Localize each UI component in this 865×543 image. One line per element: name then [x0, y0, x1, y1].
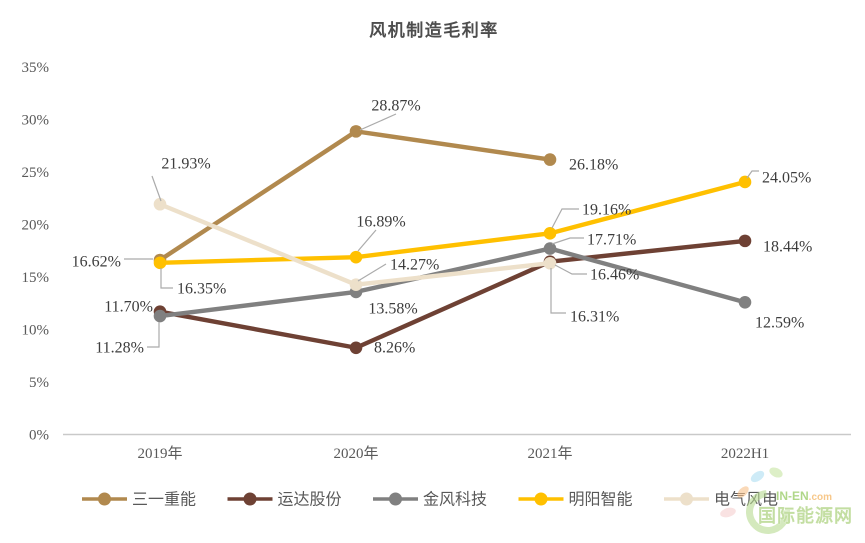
data-point-电气风电: [153, 197, 167, 211]
data-label: 26.18%: [569, 157, 618, 174]
chart-title: 风机制造毛利率: [369, 20, 499, 40]
data-label: 16.31%: [570, 309, 619, 326]
y-tick-label: 35%: [22, 60, 50, 76]
x-tick-label: 2020年: [333, 445, 378, 462]
plot-area: 风机制造毛利率 0% 5% 10% 15% 20% 25% 30% 35% 21.93% 16.…: [22, 20, 851, 509]
legend-label: 电气风电: [714, 491, 778, 509]
data-label: 16.46%: [590, 267, 639, 284]
legend-label: 明阳智能: [569, 491, 633, 509]
label-leader-lines: [124, 113, 759, 348]
data-point-三一重能: [543, 153, 557, 166]
x-tick-label: 2021年: [527, 445, 572, 462]
legend-marker-dot: [680, 492, 693, 506]
data-point-三一重能: [349, 125, 363, 138]
y-tick-label: 20%: [22, 218, 50, 234]
series-line-运达股份: [157, 238, 748, 350]
data-point-labels: 21.93% 16.62% 16.35% 11.70% 11.28% 28.87% 16.8…: [72, 98, 813, 357]
label-leader: [550, 268, 566, 314]
data-point-金风科技: [543, 242, 557, 255]
data-label: 16.35%: [177, 281, 226, 298]
data-label: 11.28%: [95, 340, 144, 357]
data-label: 18.44%: [763, 239, 812, 256]
legend-marker-dot: [243, 492, 257, 506]
data-point-电气风电: [349, 278, 363, 291]
data-point-明阳智能: [543, 227, 557, 240]
data-label: 19.16%: [582, 202, 631, 219]
x-tick-label: 2019年: [137, 445, 182, 462]
series-line-电气风电: [157, 202, 553, 287]
data-label: 28.87%: [371, 98, 420, 115]
data-label: 14.27%: [390, 257, 439, 274]
legend-marker-dot: [98, 492, 111, 506]
data-label: 8.26%: [374, 340, 415, 357]
legend-item-明阳智能: 明阳智能: [518, 491, 633, 509]
chart-legend: 三一重能 运达股份 金风科技 明阳智能 电气风电: [82, 491, 778, 509]
data-point-明阳智能: [153, 256, 167, 270]
series-line-金风科技: [157, 246, 748, 319]
y-tick-label: 5%: [29, 375, 49, 391]
y-tick-label: 10%: [22, 323, 50, 339]
legend-item-运达股份: 运达股份: [227, 491, 342, 509]
data-point-电气风电: [543, 256, 557, 270]
chart-container: 风机制造毛利率 0% 5% 10% 15% 20% 25% 30% 35% 21.93% 16.…: [22, 20, 852, 543]
label-leader: [357, 229, 377, 252]
y-tick-labels: 0% 5% 10% 15% 20% 25% 30% 35%: [22, 60, 50, 444]
legend-item-电气风电: 电气风电: [664, 491, 778, 509]
y-tick-label: 30%: [22, 113, 50, 129]
y-tick-label: 0%: [29, 428, 49, 444]
data-point-金风科技: [738, 296, 752, 309]
data-label: 12.59%: [755, 315, 804, 332]
y-tick-label: 15%: [22, 270, 50, 286]
x-tick-labels: 2019年 2020年 2021年 2022H1: [137, 445, 769, 462]
legend-item-金风科技: 金风科技: [373, 491, 487, 509]
data-label: 11.70%: [104, 299, 153, 316]
data-label: 16.89%: [356, 214, 405, 231]
label-leader: [160, 268, 173, 289]
legend-label: 金风科技: [423, 491, 487, 509]
label-leader: [359, 113, 397, 131]
data-label: 24.05%: [762, 170, 811, 187]
data-point-运达股份: [738, 234, 752, 248]
data-label: 21.93%: [161, 156, 210, 173]
label-leader: [551, 237, 584, 245]
data-point-金风科技: [153, 309, 167, 323]
data-label: 16.62%: [72, 254, 121, 271]
data-point-明阳智能: [349, 250, 363, 264]
data-point-运达股份: [349, 341, 363, 355]
legend-label: 三一重能: [132, 491, 196, 509]
legend-marker-dot: [534, 492, 548, 506]
data-label: 17.71%: [587, 232, 636, 249]
series-line-明阳智能: [157, 179, 748, 266]
label-leader: [357, 263, 387, 282]
x-tick-label: 2022H1: [721, 446, 769, 462]
legend-marker-dot: [389, 492, 402, 506]
label-leader: [551, 208, 579, 229]
label-leader: [147, 322, 160, 348]
label-leader: [151, 175, 162, 202]
legend-item-三一重能: 三一重能: [82, 491, 196, 509]
data-point-明阳智能: [738, 175, 752, 189]
data-series: [153, 125, 752, 355]
y-tick-label: 25%: [22, 165, 50, 181]
label-leader: [554, 264, 587, 275]
legend-label: 运达股份: [278, 491, 342, 509]
label-leader: [746, 170, 759, 179]
data-label: 13.58%: [368, 301, 417, 318]
